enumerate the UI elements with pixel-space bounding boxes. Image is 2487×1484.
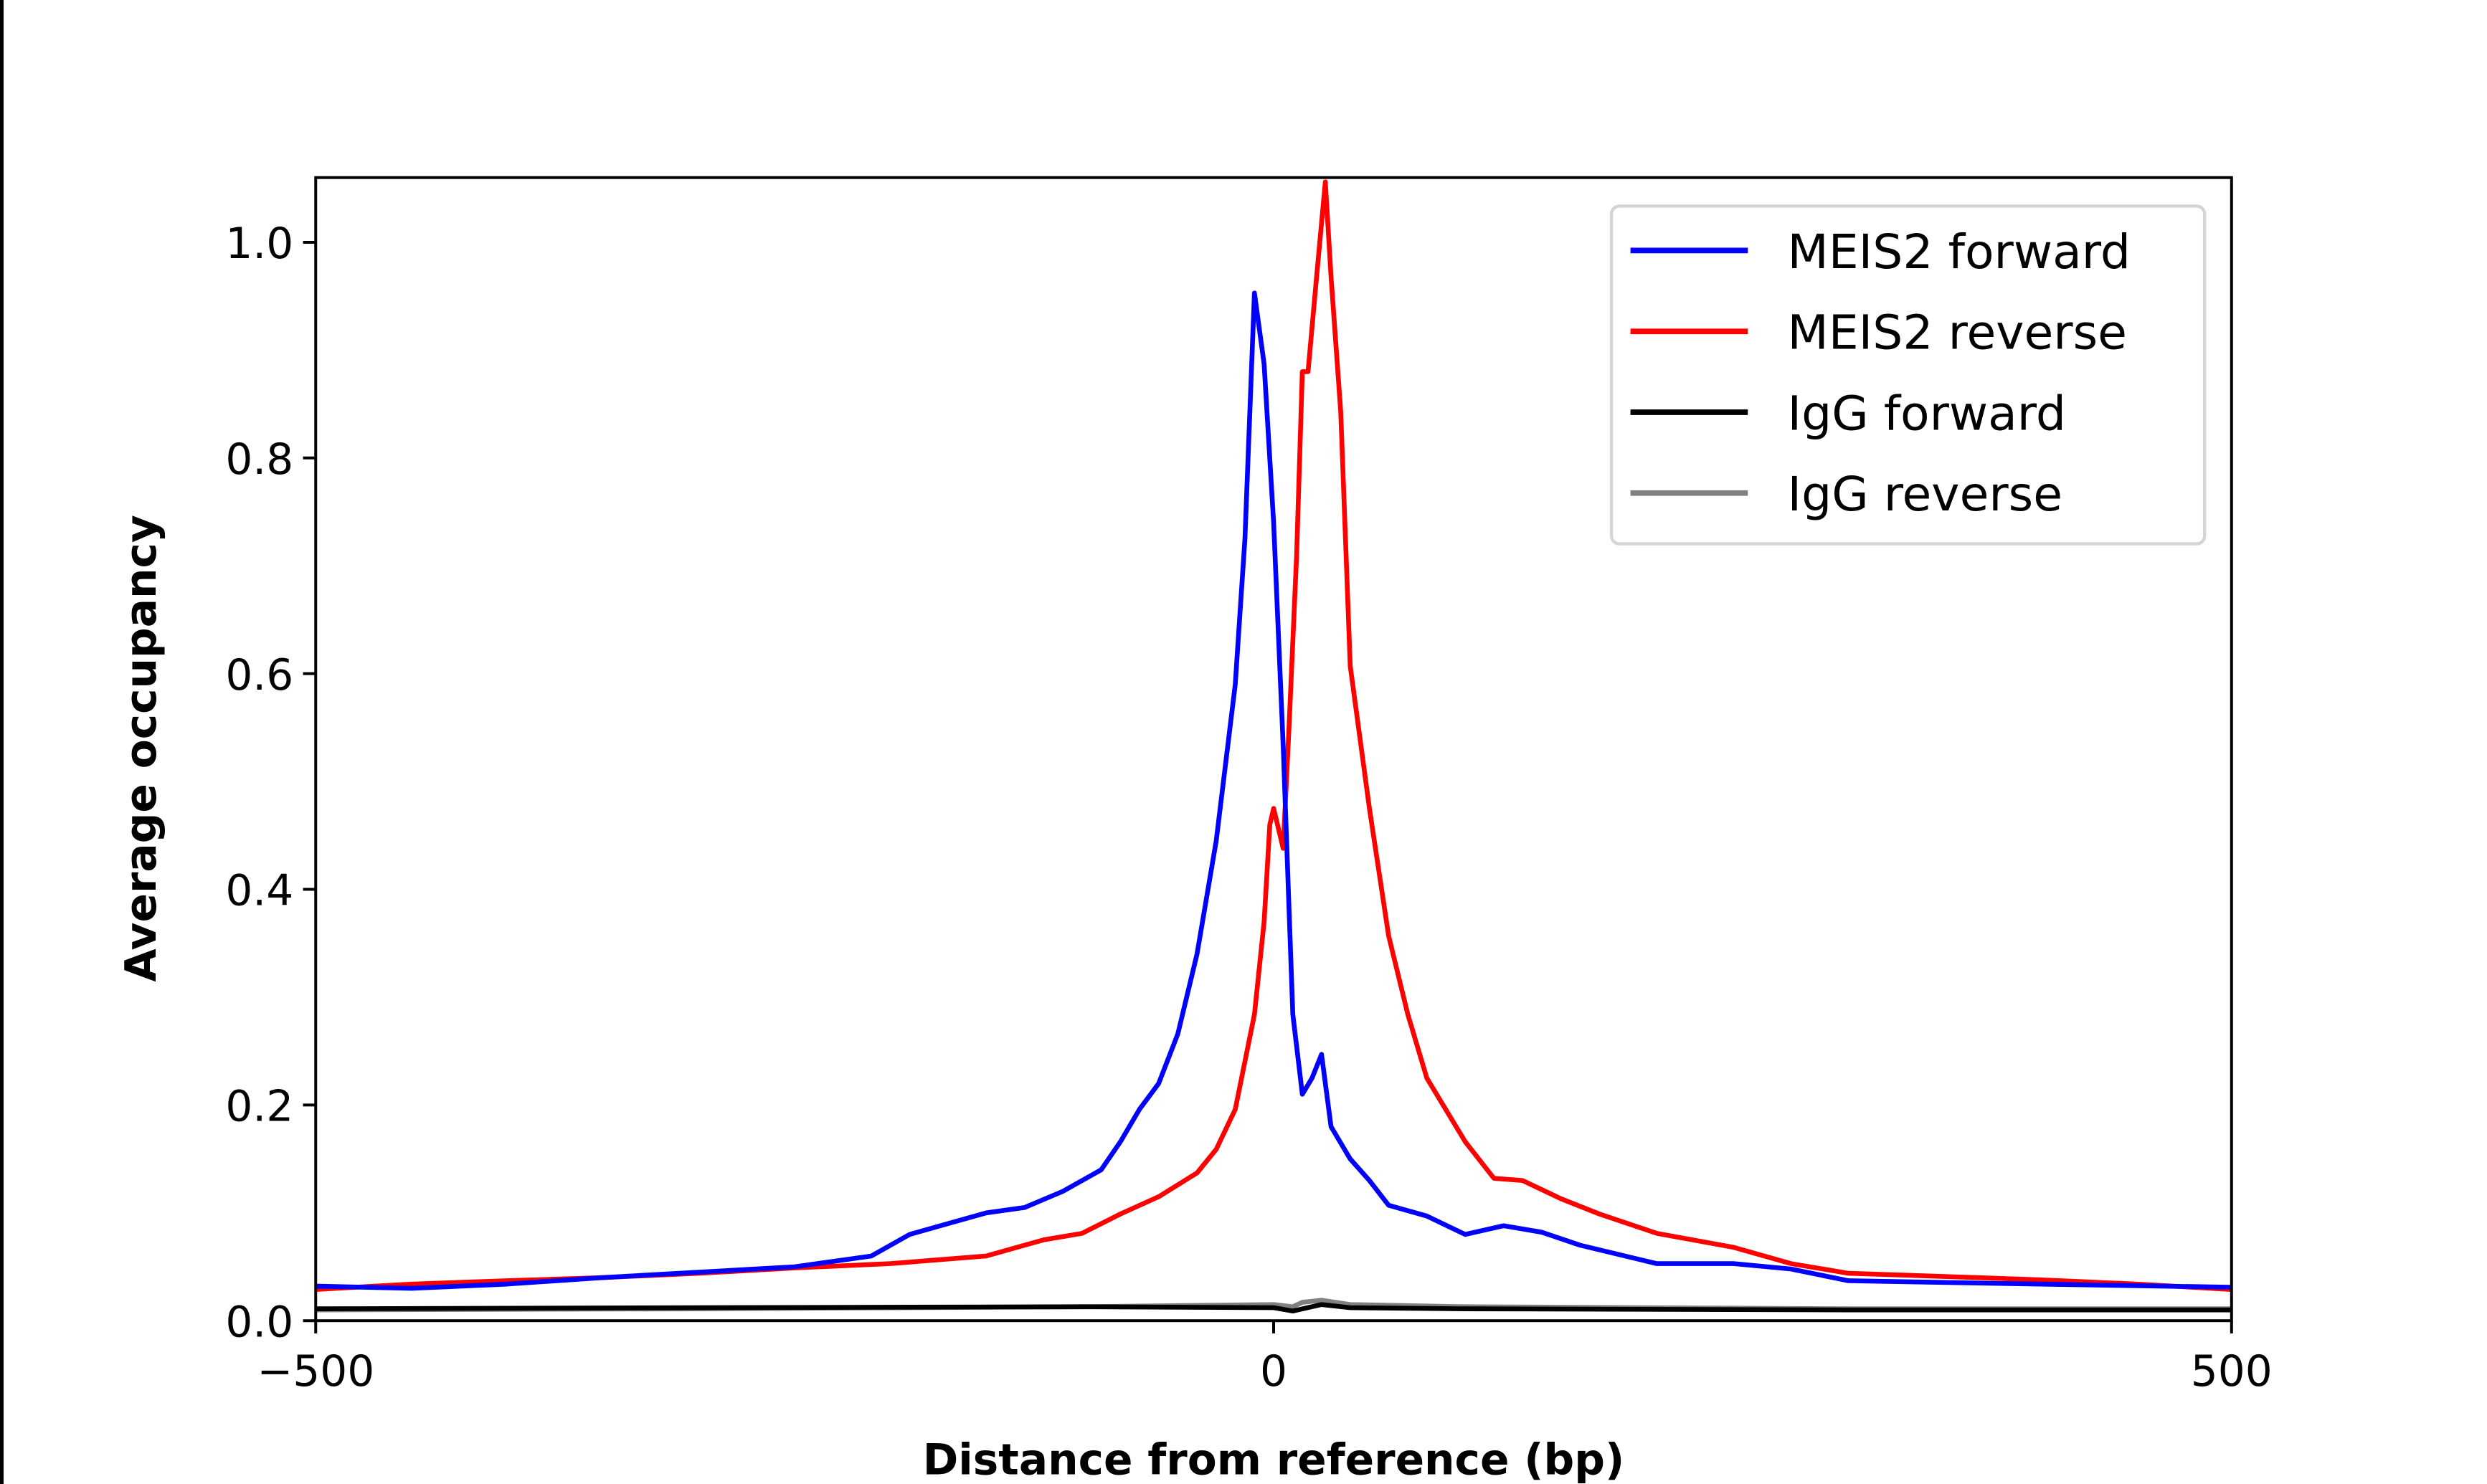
axis-ticks: −500 0 500 0.0 0.2 0.4 0.6 0.8 1.0: [225, 219, 2272, 1397]
y-axis-label: Average occupancy: [117, 515, 166, 981]
legend-label: IgG forward: [1788, 385, 2066, 441]
y-tick-label: 0.2: [225, 1082, 293, 1131]
left-border: [0, 0, 4, 1484]
series-line-meis2-reverse: [316, 179, 2232, 1292]
x-tick-label: −500: [257, 1347, 374, 1397]
series-line-igg-forward: [316, 1302, 2232, 1314]
y-tick-label: 0.0: [225, 1298, 293, 1347]
y-tick-label: 0.8: [225, 435, 293, 485]
y-tick-label: 0.6: [225, 651, 293, 700]
legend-label: MEIS2 forward: [1788, 224, 2131, 280]
series-lines: [316, 179, 2232, 1314]
y-tick-label: 0.4: [225, 867, 293, 916]
x-tick-label: 500: [2191, 1347, 2273, 1397]
x-axis-label: Distance from reference (bp): [923, 1436, 1625, 1484]
legend-label: IgG reverse: [1788, 466, 2062, 522]
series-line-meis2-forward: [316, 290, 2232, 1291]
y-tick-label: 1.0: [225, 219, 293, 269]
legend-frame: [1609, 204, 2207, 546]
legend-label: MEIS2 reverse: [1788, 305, 2127, 361]
legend: MEIS2 forward MEIS2 reverse IgG forward IgG…: [1609, 204, 2207, 546]
x-tick-label: 0: [1260, 1347, 1287, 1397]
